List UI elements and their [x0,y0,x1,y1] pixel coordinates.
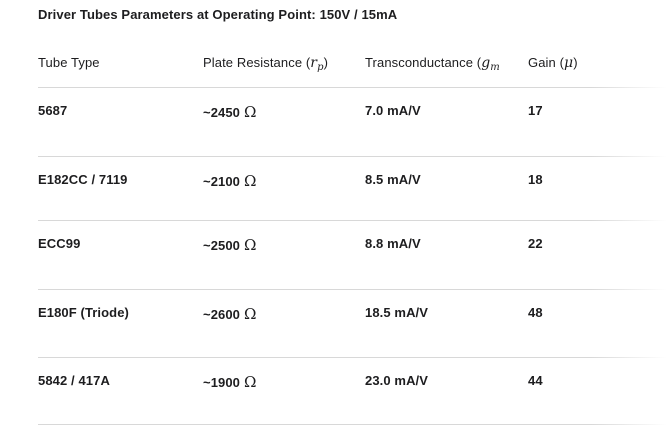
transconductance-cell: 18.5 mA/V [365,305,429,320]
table-row: E180F (Triode) ~2600 Ω 18.5 mA/V 48 [38,290,667,358]
plate-resistance-cell: ~2500 Ω [203,221,365,290]
plate-resistance-value: ~2100 [203,174,241,189]
transconductance-cell: 8.5 mA/V [365,172,421,187]
table-header-row: Tube Type Plate Resistance (rp) Transcon… [38,55,667,88]
plate-resistance-cell: ~2600 Ω [203,290,365,358]
tube-type-cell: E182CC / 7119 [38,172,128,187]
transconductance-cell: 23.0 mA/V [365,373,429,388]
rp-subscript: p [317,62,324,73]
tube-type-cell: 5842 / 417A [38,373,110,388]
omega-symbol: Ω [244,103,257,121]
table-row: ECC99 ~2500 Ω 8.8 mA/V 22 [38,221,667,290]
omega-symbol: Ω [244,373,257,391]
column-header-transconductance: Transconductance (gm [365,55,528,88]
plate-resistance-cell: ~1900 Ω [203,358,365,425]
gm-symbol: g [481,55,491,71]
transconductance-label: Transconductance ( [365,55,482,70]
plate-resistance-cell: ~2100 Ω [203,157,365,221]
gain-cell: 17 [528,103,543,118]
column-header-gain: Gain (μ) [528,55,667,88]
gain-cell: 44 [528,373,543,388]
transconductance-cell: 7.0 mA/V [365,103,421,118]
column-header-plate-resistance: Plate Resistance (rp) [203,55,365,88]
tube-type-cell: E180F (Triode) [38,305,129,320]
plate-resistance-close-paren: ) [323,55,329,70]
transconductance-cell: 8.8 mA/V [365,236,421,251]
gain-close-paren: ) [573,55,578,70]
plate-resistance-value: ~2600 [203,307,241,322]
tube-type-cell: 5687 [38,103,68,118]
page-title: Driver Tubes Parameters at Operating Poi… [38,7,398,22]
gain-cell: 48 [528,305,543,320]
omega-symbol: Ω [244,172,257,190]
table-row: 5842 / 417A ~1900 Ω 23.0 mA/V 44 [38,358,667,425]
plate-resistance-label: Plate Resistance ( [203,55,311,70]
gain-cell: 22 [528,236,543,251]
plate-resistance-value: ~2500 [203,238,241,253]
plate-resistance-value: ~1900 [203,375,241,390]
omega-symbol: Ω [244,305,257,323]
plate-resistance-value: ~2450 [203,105,241,120]
column-header-tube-type-label: Tube Type [38,55,100,70]
gm-subscript: m [490,62,500,73]
gain-cell: 18 [528,172,543,187]
mu-symbol: μ [564,55,574,71]
omega-symbol: Ω [244,236,257,254]
plate-resistance-cell: ~2450 Ω [203,88,365,157]
rp-symbol: r [310,55,318,71]
table-row: E182CC / 7119 ~2100 Ω 8.5 mA/V 18 [38,157,667,221]
gain-label: Gain ( [528,55,565,70]
tube-type-cell: ECC99 [38,236,81,251]
table-row: 5687 ~2450 Ω 7.0 mA/V 17 [38,88,667,157]
column-header-tube-type: Tube Type [38,55,203,88]
